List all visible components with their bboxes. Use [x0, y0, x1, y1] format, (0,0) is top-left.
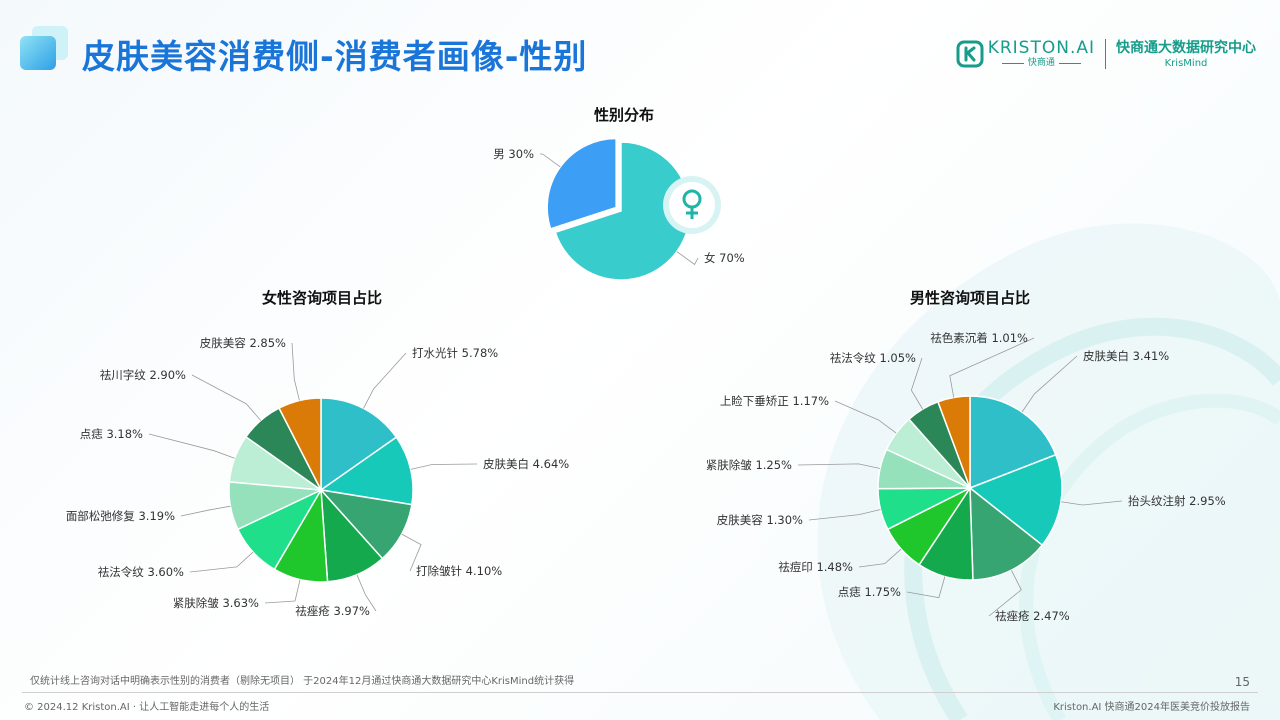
pie-leader-1-9: [291, 342, 300, 401]
pie-leader-2-7: [834, 400, 897, 434]
pie-label-1-8: 祛川字纹 2.90%: [100, 368, 186, 382]
pie-leader-2-3: [906, 576, 946, 599]
pie-label-2-5: 皮肤美容 1.30%: [717, 513, 803, 527]
pie-label-1-3: 祛痤疮 3.97%: [295, 604, 370, 618]
pie-label-1-6: 面部松弛修复 3.19%: [66, 509, 175, 523]
pie-leader-2-9: [949, 337, 1035, 398]
pie-slice-1-9: [278, 397, 322, 491]
pie-slice-0-1: [554, 141, 691, 281]
pie-slice-2-0: [969, 395, 1057, 490]
pie-leader-2-8: [910, 357, 923, 410]
footer-copyright: © 2024.12 Kriston.AI · 让人工智能走进每个人的生活: [24, 702, 270, 713]
female-symbol-icon: [663, 176, 721, 234]
pie-slice-1-1: [319, 436, 414, 506]
pie-leader-2-1: [1060, 500, 1123, 506]
female-chart-title: 女性咨询项目占比: [261, 289, 383, 307]
pie-leader-1-6: [180, 505, 231, 517]
pie-label-2-8: 祛法令纹 1.05%: [830, 351, 916, 365]
pie-label-2-1: 抬头纹注射 2.95%: [1128, 494, 1226, 508]
pie-leader-1-4: [264, 579, 301, 604]
pie-slice-0-0: [546, 137, 617, 230]
footer-divider: [22, 692, 1258, 693]
pie-leader-1-8: [191, 374, 262, 421]
pie-leader-2-4: [858, 548, 902, 568]
pie-leader-2-0: [1021, 355, 1078, 413]
pie-leader-1-0: [363, 352, 407, 409]
pie-leader-1-3: [356, 574, 377, 612]
pie-label-1-4: 紧肤除皱 3.63%: [173, 596, 259, 610]
pie-label-1-2: 打除皱针 4.10%: [416, 564, 502, 578]
page-title: 皮肤美容消费侧-消费者画像-性别: [82, 37, 588, 76]
pie-label-2-2: 祛痤疮 2.47%: [995, 609, 1070, 623]
brand-sub: 快商通: [998, 57, 1085, 69]
pie-label-1-5: 祛法令纹 3.60%: [98, 565, 184, 579]
pie-leader-2-5: [808, 509, 881, 521]
pie-leader-0-0: [539, 153, 561, 168]
pie-slice-1-0: [320, 397, 398, 492]
pie-leader-0-1: [676, 251, 699, 266]
pie-leader-1-1: [410, 463, 478, 470]
pie-slice-2-2: [969, 486, 1044, 581]
pie-label-2-6: 紧肤除皱 1.25%: [706, 458, 792, 472]
title-cube-icon: [20, 26, 68, 70]
pie-label-2-0: 皮肤美白 3.41%: [1083, 349, 1169, 363]
brand-divider: [1105, 39, 1106, 69]
kriston-logo-icon: [956, 40, 984, 68]
pie-label-1-7: 点痣 3.18%: [80, 427, 143, 441]
brand-en: KrisMind: [1164, 57, 1208, 69]
footnote: 仅统计线上咨询对话中明确表示性别的消费者（剔除无项目） 于2024年12月通过快…: [30, 676, 575, 687]
page-number: 15: [1234, 675, 1250, 689]
gender-chart-title: 性别分布: [593, 106, 655, 124]
pie-label-2-4: 祛痘印 1.48%: [778, 560, 853, 574]
pie-label-1-1: 皮肤美白 4.64%: [483, 457, 569, 471]
pie-leader-1-2: [401, 533, 422, 572]
pie-label-2-9: 祛色素沉着 1.01%: [930, 331, 1028, 345]
footer-report-name: Kriston.AI 快商通2024年医美竞价投放报告: [1053, 702, 1250, 713]
pie-leader-1-7: [148, 433, 235, 459]
male-chart-title: 男性咨询项目占比: [909, 289, 1031, 307]
pie-leader-1-5: [189, 551, 254, 573]
brand-center: 快商通大数据研究中心: [1116, 39, 1256, 56]
brand-logo: KRISTON.AI 快商通 快商通大数据研究中心 KrisMind: [956, 36, 1256, 72]
pie-leader-2-2: [988, 569, 1022, 617]
pie-label-2-3: 点痣 1.75%: [838, 585, 901, 599]
header: 皮肤美容消费侧-消费者画像-性别 KRISTON.AI 快商通 快商通大数据研究…: [0, 0, 1280, 90]
pie-label-0-1: 女 70%: [704, 251, 745, 265]
brand-name: KRISTON.AI: [987, 38, 1095, 58]
pie-label-2-7: 上睑下垂矫正 1.17%: [720, 394, 829, 408]
pie-label-1-9: 皮肤美容 2.85%: [200, 336, 286, 350]
pie-slice-2-9: [936, 395, 971, 489]
pie-label-0-0: 男 30%: [493, 147, 534, 161]
pie-leader-2-6: [797, 463, 881, 469]
pie-label-1-0: 打水光针 5.78%: [412, 346, 498, 360]
